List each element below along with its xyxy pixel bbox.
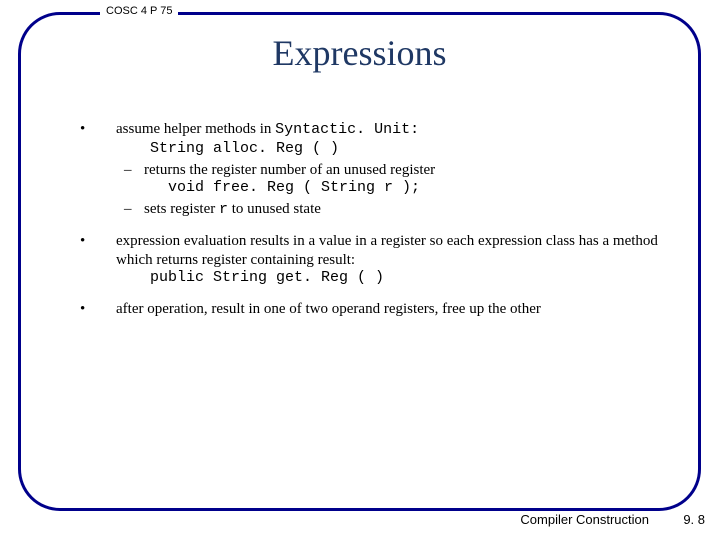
bullet-item: • assume helper methods in Syntactic. Un… [76, 120, 659, 220]
bullet-text: assume helper methods in [116, 121, 275, 137]
sub-marker: – [116, 161, 144, 199]
footer-title: Compiler Construction [520, 512, 649, 527]
code-inline: r [219, 201, 228, 218]
bullet-text: after operation, result in one of two op… [116, 301, 541, 317]
sub-text: returns the register number of an unused… [144, 162, 435, 178]
slide-title: Expressions [0, 32, 719, 74]
bullet-body: after operation, result in one of two op… [116, 300, 659, 319]
bullet-marker: • [76, 120, 116, 220]
code-line: String alloc. Reg ( ) [116, 140, 659, 159]
sub-bullet: – returns the register number of an unus… [116, 161, 659, 199]
bullet-body: assume helper methods in Syntactic. Unit… [116, 120, 659, 220]
code-inline: Syntactic. Unit: [275, 121, 419, 138]
course-code-label: COSC 4 P 75 [100, 5, 178, 17]
sub-body: sets register r to unused state [144, 200, 659, 220]
bullet-item: • expression evaluation results in a val… [76, 232, 659, 288]
sub-text-suffix: to unused state [228, 201, 321, 217]
sub-bullet: – sets register r to unused state [116, 200, 659, 220]
footer-page-number: 9. 8 [683, 512, 705, 527]
sub-text-prefix: sets register [144, 201, 219, 217]
bullet-body: expression evaluation results in a value… [116, 232, 659, 288]
bullet-marker: • [76, 300, 116, 319]
code-line: public String get. Reg ( ) [116, 269, 659, 288]
sub-marker: – [116, 200, 144, 220]
content-area: • assume helper methods in Syntactic. Un… [76, 120, 659, 331]
sub-body: returns the register number of an unused… [144, 161, 659, 199]
bullet-item: • after operation, result in one of two … [76, 300, 659, 319]
bullet-marker: • [76, 232, 116, 288]
code-line: void free. Reg ( String r ); [144, 179, 659, 198]
bullet-text: expression evaluation results in a value… [116, 233, 658, 268]
